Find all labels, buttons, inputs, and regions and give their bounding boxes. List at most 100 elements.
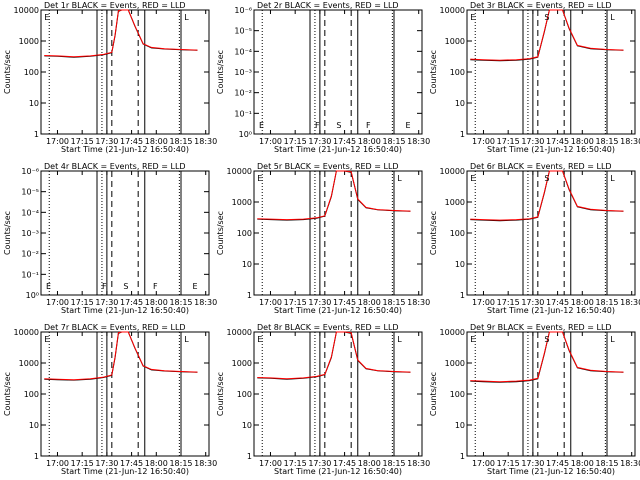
plot-frame: [466, 9, 636, 135]
segment-marker: E: [46, 282, 51, 291]
y-tick-label: 100: [237, 390, 252, 399]
panel-det-3: Det 3r BLACK = Events, RED = LLD Counts/s…: [429, 1, 640, 154]
x-tick-label: 17:15: [497, 298, 520, 307]
y-tick-label: 100: [237, 229, 252, 238]
plot-frame: [40, 9, 210, 135]
y-tick-label: 100: [450, 390, 465, 399]
y-tick-label: 100: [24, 68, 39, 77]
plot-title: Det 9r BLACK = Events, RED = LLD: [470, 323, 612, 332]
x-tick-label: 17:00: [46, 298, 69, 307]
series-lld-line: [470, 9, 624, 61]
x-tick-label: 17:00: [472, 137, 495, 146]
y-tick-label: 1: [460, 452, 465, 461]
x-tick-label: 17:15: [497, 137, 520, 146]
series-lld-line: [257, 170, 411, 221]
x-tick-label: 17:30: [95, 298, 118, 307]
x-tick-label: 17:15: [71, 298, 94, 307]
x-tick-label: 18:30: [620, 137, 640, 146]
x-tick-label: 17:30: [95, 137, 118, 146]
x-tick-label: 18:00: [571, 298, 594, 307]
x-tick-label: 18:00: [358, 459, 381, 468]
y-tick-label: 10: [242, 421, 252, 430]
panel-det-8: Det 8r BLACK = Events, RED = LLD Counts/s…: [216, 323, 430, 476]
x-axis-label: Start Time (21-Jun-12 16:50:40): [61, 306, 189, 315]
segment-marker: E: [470, 174, 475, 183]
y-tick-label: 10: [455, 260, 465, 269]
y-tick-label: 10000: [440, 328, 465, 337]
x-tick-label: 18:00: [358, 298, 381, 307]
x-tick-label: 18:30: [194, 298, 217, 307]
segment-marker: S: [544, 174, 549, 183]
segment-marker: L: [610, 174, 615, 183]
segment-marker: E: [257, 335, 262, 344]
x-tick-label: 17:45: [333, 298, 356, 307]
x-tick-label: 18:00: [571, 459, 594, 468]
plot-frame: [253, 170, 423, 296]
segment-marker: L: [184, 13, 189, 22]
y-tick-label: 10000: [440, 6, 465, 15]
series-events-line: [257, 170, 411, 221]
x-axis-label: Start Time (21-Jun-12 16:50:40): [487, 306, 615, 315]
x-tick-label: 17:30: [95, 459, 118, 468]
segment-marker: F: [366, 121, 371, 130]
y-tick-label: 1000: [19, 359, 39, 368]
x-tick-label: 17:45: [120, 298, 143, 307]
plot-title: Det 3r BLACK = Events, RED = LLD: [470, 1, 612, 10]
x-axis-label: Start Time (21-Jun-12 16:50:40): [487, 467, 615, 476]
y-tick-label: 10000: [227, 328, 252, 337]
x-tick-label: 18:15: [595, 298, 618, 307]
y-axis-label: Counts/sec: [3, 211, 12, 255]
x-tick-label: 18:30: [407, 137, 430, 146]
segment-marker: S: [336, 121, 341, 130]
series-lld-line: [44, 9, 198, 58]
y-tick-label: 10⁻¹: [21, 270, 39, 279]
plot-frame: [253, 331, 423, 457]
y-tick-label: 100: [450, 229, 465, 238]
x-tick-label: 17:45: [333, 137, 356, 146]
x-tick-label: 18:30: [194, 137, 217, 146]
x-tick-label: 17:00: [259, 298, 282, 307]
y-tick-label: 10⁻⁶: [21, 167, 39, 176]
x-axis-label: Start Time (21-Jun-12 16:50:40): [274, 145, 402, 154]
x-axis-label: Start Time (21-Jun-12 16:50:40): [61, 467, 189, 476]
x-tick-label: 17:45: [120, 137, 143, 146]
series-events-line: [44, 9, 198, 58]
x-tick-label: 18:15: [382, 459, 405, 468]
plot-frame: [253, 9, 423, 135]
y-tick-label: 1: [34, 130, 39, 139]
y-tick-label: 100: [450, 68, 465, 77]
plot-frame: [40, 331, 210, 457]
y-tick-label: 10⁻⁵: [234, 27, 252, 36]
y-tick-label: 10000: [14, 328, 39, 337]
y-tick-label: 1: [247, 291, 252, 300]
panel-det-2: Det 2r BLACK = Events, RED = LLD Counts/s…: [216, 1, 430, 154]
x-tick-label: 17:45: [546, 459, 569, 468]
segment-marker: F: [315, 121, 320, 130]
y-tick-label: 10⁻³: [21, 229, 39, 238]
segment-marker: L: [184, 335, 189, 344]
panel-det-7: Det 7r BLACK = Events, RED = LLD Counts/s…: [3, 323, 217, 476]
x-tick-label: 17:15: [497, 459, 520, 468]
y-tick-label: 10000: [440, 167, 465, 176]
plot-frame: [466, 170, 636, 296]
x-tick-label: 17:00: [46, 137, 69, 146]
y-tick-label: 1: [460, 291, 465, 300]
series-lld-line: [470, 331, 624, 383]
y-axis-label: Counts/sec: [3, 372, 12, 416]
segment-marker: E: [44, 335, 49, 344]
x-tick-label: 17:30: [521, 459, 544, 468]
x-tick-label: 18:30: [407, 298, 430, 307]
y-tick-label: 10: [29, 421, 39, 430]
segment-marker: E: [193, 282, 198, 291]
x-tick-label: 18:15: [169, 137, 192, 146]
y-tick-label: 1000: [445, 359, 465, 368]
x-axis-label: Start Time (21-Jun-12 16:50:40): [61, 145, 189, 154]
x-tick-label: 17:30: [521, 137, 544, 146]
y-tick-label: 10000: [14, 6, 39, 15]
panel-det-5: Det 5r BLACK = Events, RED = LLD Counts/s…: [216, 162, 430, 315]
y-axis-label: Counts/sec: [3, 50, 12, 94]
y-tick-label: 1000: [232, 359, 252, 368]
x-tick-label: 17:00: [46, 459, 69, 468]
y-tick-label: 10: [455, 421, 465, 430]
